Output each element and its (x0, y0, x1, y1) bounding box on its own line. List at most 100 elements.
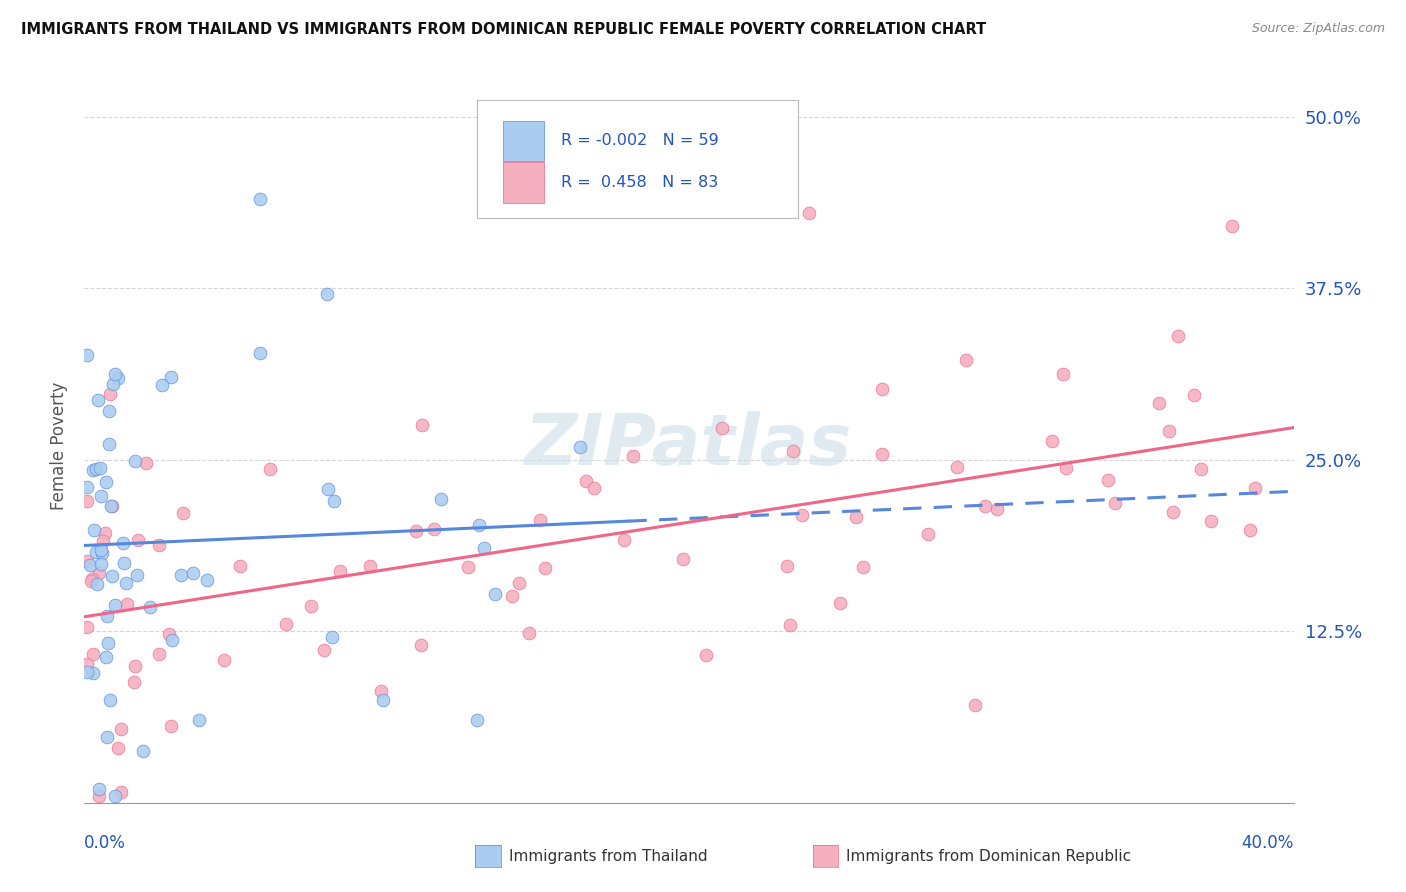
Point (107, 740, 129, 755)
Point (127, 533, 149, 547)
Point (89, 566, 111, 581)
Point (101, 569, 124, 583)
Point (100, 499, 122, 513)
Point (870, 447, 893, 461)
Point (582, 482, 605, 496)
Point (117, 597, 139, 611)
Point (160, 632, 183, 647)
Point (96, 650, 118, 665)
Point (621, 449, 644, 463)
Point (148, 647, 170, 661)
Point (84, 461, 107, 475)
Point (1097, 473, 1119, 487)
Point (107, 370, 129, 384)
Point (508, 575, 530, 590)
Point (90, 557, 112, 571)
Point (870, 382, 893, 396)
Text: Source: ZipAtlas.com: Source: ZipAtlas.com (1251, 22, 1385, 36)
Point (519, 626, 541, 640)
Point (405, 524, 427, 539)
Point (249, 346, 271, 360)
Point (76, 480, 98, 494)
Point (1182, 388, 1205, 402)
Point (529, 513, 551, 527)
Point (139, 599, 162, 614)
Point (467, 714, 489, 728)
Text: Immigrants from Dominican Republic: Immigrants from Dominican Republic (846, 849, 1132, 863)
Point (946, 460, 969, 475)
Point (229, 558, 252, 573)
Point (711, 421, 734, 435)
Point (80, 572, 103, 586)
Point (955, 352, 977, 367)
Point (672, 552, 695, 566)
Point (112, 536, 135, 550)
Point (321, 630, 343, 644)
Point (322, 494, 344, 508)
Text: R =  0.458   N = 83: R = 0.458 N = 83 (561, 175, 718, 190)
Point (468, 517, 491, 532)
Point (79, 558, 101, 573)
Point (370, 683, 392, 698)
Point (104, 367, 127, 381)
Text: Immigrants from Thailand: Immigrants from Thailand (509, 849, 707, 863)
Point (299, 599, 322, 614)
Text: IMMIGRANTS FROM THAILAND VS IMMIGRANTS FROM DOMINICAN REPUBLIC FEMALE POVERTY CO: IMMIGRANTS FROM THAILAND VS IMMIGRANTS F… (21, 22, 987, 37)
Point (613, 533, 636, 548)
Point (96, 475, 118, 489)
Point (212, 653, 235, 667)
Point (97, 437, 120, 451)
Point (312, 643, 335, 657)
Text: 40.0%: 40.0% (1241, 834, 1294, 852)
Point (569, 440, 592, 454)
Point (533, 561, 555, 575)
Point (96, 609, 118, 624)
Point (89, 789, 111, 803)
Point (160, 719, 183, 733)
Point (122, 674, 145, 689)
Point (132, 744, 155, 758)
Point (82, 666, 104, 681)
Point (82, 463, 104, 477)
Point (484, 587, 506, 601)
Point (917, 526, 939, 541)
Point (411, 417, 433, 432)
Text: ZIPatlas: ZIPatlas (526, 411, 852, 481)
Point (103, 377, 125, 392)
Point (98, 386, 121, 401)
Point (775, 558, 797, 573)
Point (259, 462, 281, 476)
FancyBboxPatch shape (503, 162, 544, 202)
Text: 0.0%: 0.0% (84, 834, 127, 852)
Point (76, 665, 98, 679)
Point (110, 785, 132, 799)
Point (148, 538, 170, 552)
Point (188, 714, 211, 728)
Point (457, 560, 479, 574)
Point (89, 460, 111, 475)
Point (790, 508, 813, 522)
Point (1161, 505, 1184, 519)
Point (91, 533, 114, 548)
Point (124, 659, 146, 673)
Point (423, 522, 446, 536)
Point (83, 523, 105, 537)
Point (90, 490, 112, 504)
Point (852, 560, 875, 574)
Point (1243, 481, 1265, 495)
Point (359, 558, 381, 573)
Point (76, 554, 98, 568)
Point (195, 573, 218, 587)
Point (97, 636, 120, 650)
Point (845, 510, 868, 524)
Point (1040, 434, 1063, 448)
Point (127, 568, 149, 582)
Point (316, 482, 339, 496)
Point (181, 566, 204, 580)
Point (98, 404, 121, 418)
Text: R = -0.002   N = 59: R = -0.002 N = 59 (561, 134, 718, 148)
Point (1201, 514, 1223, 528)
Point (114, 556, 136, 570)
Point (963, 698, 986, 713)
Point (797, 205, 820, 219)
